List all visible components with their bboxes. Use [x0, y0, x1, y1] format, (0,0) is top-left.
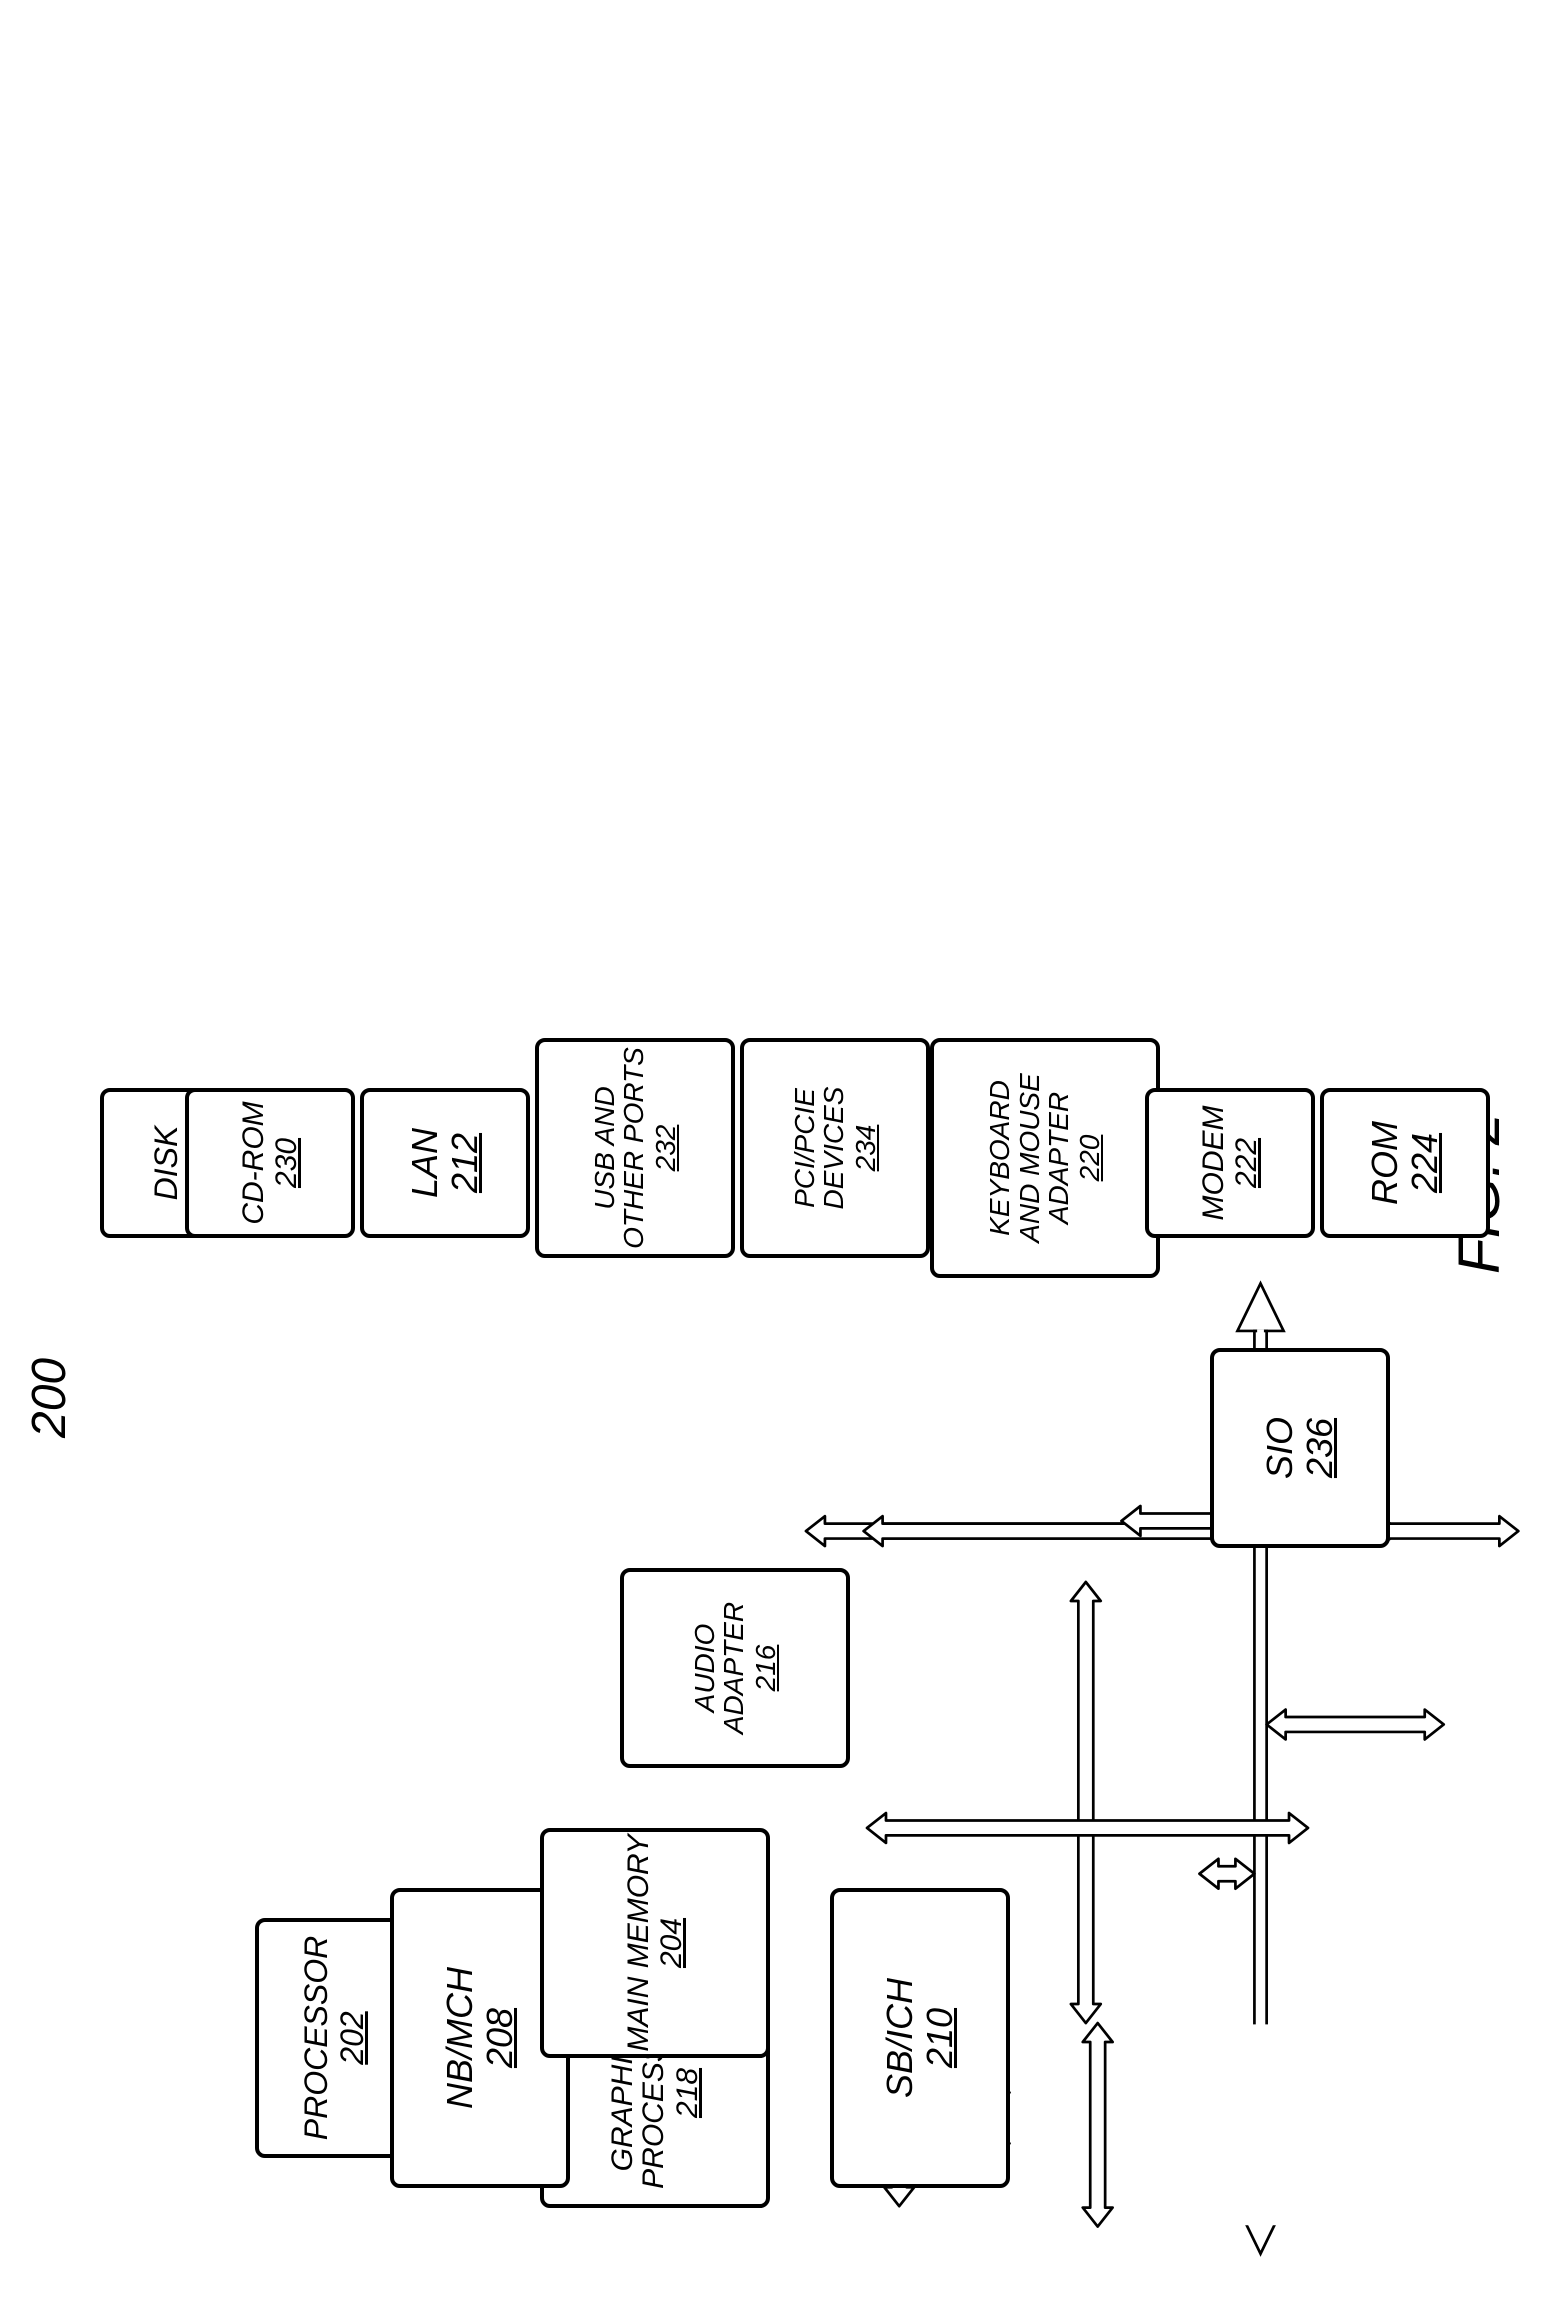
block-nbmch-ref: 208: [481, 2008, 519, 2068]
block-disk-label: DISK: [150, 1126, 184, 1201]
block-kbmouse-label: KEYBOARDAND MOUSEADAPTER: [985, 1073, 1073, 1243]
block-kbmouse-ref: 220: [1075, 1135, 1104, 1182]
block-kbmouse: KEYBOARDAND MOUSEADAPTER220: [930, 1038, 1160, 1278]
block-lan-ref: 212: [446, 1133, 484, 1193]
block-usb-ref: 232: [651, 1125, 680, 1172]
block-pcipcie: PCI/PCIEDEVICES234: [740, 1038, 930, 1258]
figure-2-block-diagram: 200FIG. 2PROCESSOR202GRAPHICSPROCESSOR21…: [0, 0, 1566, 2308]
block-modem-label: MODEM: [1198, 1106, 1230, 1221]
block-sio: SIO236: [1210, 1348, 1390, 1548]
block-cdrom-label: CD-ROM: [238, 1101, 270, 1224]
block-rom-ref: 224: [1406, 1133, 1444, 1193]
block-sio-ref: 236: [1301, 1418, 1339, 1478]
block-pcipcie-ref: 234: [851, 1125, 880, 1172]
block-sio-label: SIO: [1261, 1417, 1299, 1479]
block-pcipcie-label: PCI/PCIEDEVICES: [790, 1087, 849, 1210]
block-rom: ROM224: [1320, 1088, 1490, 1238]
block-audio-ref: 216: [751, 1645, 780, 1692]
block-lan-label: LAN: [406, 1128, 444, 1198]
block-cdrom-ref: 230: [271, 1138, 303, 1188]
block-mainmem-label: MAIN MEMORY: [623, 1834, 655, 2051]
block-lan: LAN212: [360, 1088, 530, 1238]
block-usb-label: USB ANDOTHER PORTS: [590, 1047, 649, 1249]
block-usb: USB ANDOTHER PORTS232: [535, 1038, 735, 1258]
block-sbich: SB/ICH210: [830, 1888, 1010, 2188]
block-audio-label: AUDIO ADAPTER: [690, 1572, 749, 1764]
block-modem-ref: 222: [1231, 1138, 1263, 1188]
block-sbich-ref: 210: [921, 2008, 959, 2068]
block-mainmem-ref: 204: [656, 1918, 688, 1968]
block-sbich-label: SB/ICH: [881, 1978, 919, 2098]
block-cdrom: CD-ROM230: [185, 1088, 355, 1238]
block-graphics-ref: 218: [672, 2068, 704, 2118]
block-processor-label: PROCESSOR: [300, 1936, 334, 2140]
figure-ref-200: 200: [22, 1358, 77, 1438]
block-mainmem: MAIN MEMORY204: [540, 1828, 770, 2058]
block-nbmch-label: NB/MCH: [441, 1967, 479, 2109]
block-modem: MODEM222: [1145, 1088, 1315, 1238]
block-rom-label: ROM: [1366, 1121, 1404, 1205]
block-audio: AUDIO ADAPTER216: [620, 1568, 850, 1768]
block-processor-ref: 202: [336, 2011, 370, 2064]
